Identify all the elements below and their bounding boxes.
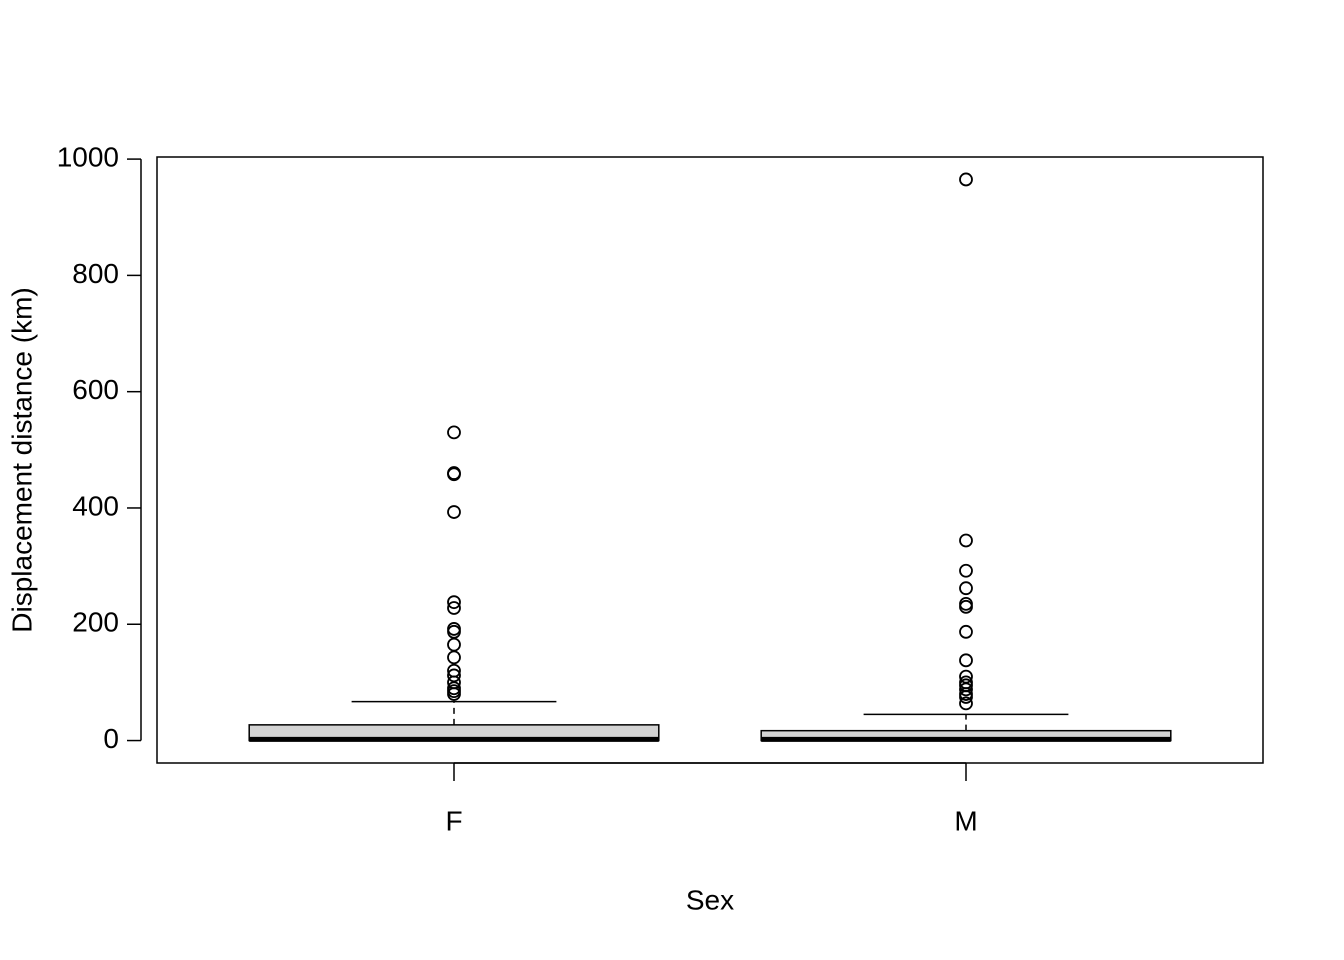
- y-tick-label: 1000: [57, 141, 119, 172]
- outlier: [959, 172, 973, 187]
- outlier: [959, 563, 973, 578]
- y-tick-label: 200: [72, 607, 119, 638]
- y-tick-label: 600: [72, 374, 119, 405]
- outlier: [959, 696, 973, 711]
- outlier: [959, 581, 973, 596]
- outlier: [447, 650, 461, 665]
- outlier: [959, 653, 973, 668]
- x-tick-label: F: [445, 805, 462, 836]
- outlier: [959, 682, 973, 697]
- y-tick-label: 800: [72, 258, 119, 289]
- outlier: [447, 687, 461, 701]
- x-tick-label: M: [954, 805, 977, 836]
- outlier: [959, 533, 973, 548]
- outlier: [447, 595, 461, 610]
- outlier: [447, 425, 461, 440]
- outlier: [959, 599, 973, 614]
- x-axis-label: Sex: [686, 884, 734, 915]
- outlier: [959, 690, 973, 704]
- outlier: [447, 637, 461, 652]
- y-tick-label: 400: [72, 490, 119, 521]
- y-axis-label: Displacement distance (km): [6, 287, 37, 632]
- y-tick-label: 0: [103, 723, 119, 754]
- outlier: [447, 601, 461, 615]
- outlier: [959, 624, 973, 639]
- outlier: [447, 467, 461, 482]
- plot-frame: [156, 156, 1264, 764]
- outlier: [447, 505, 461, 519]
